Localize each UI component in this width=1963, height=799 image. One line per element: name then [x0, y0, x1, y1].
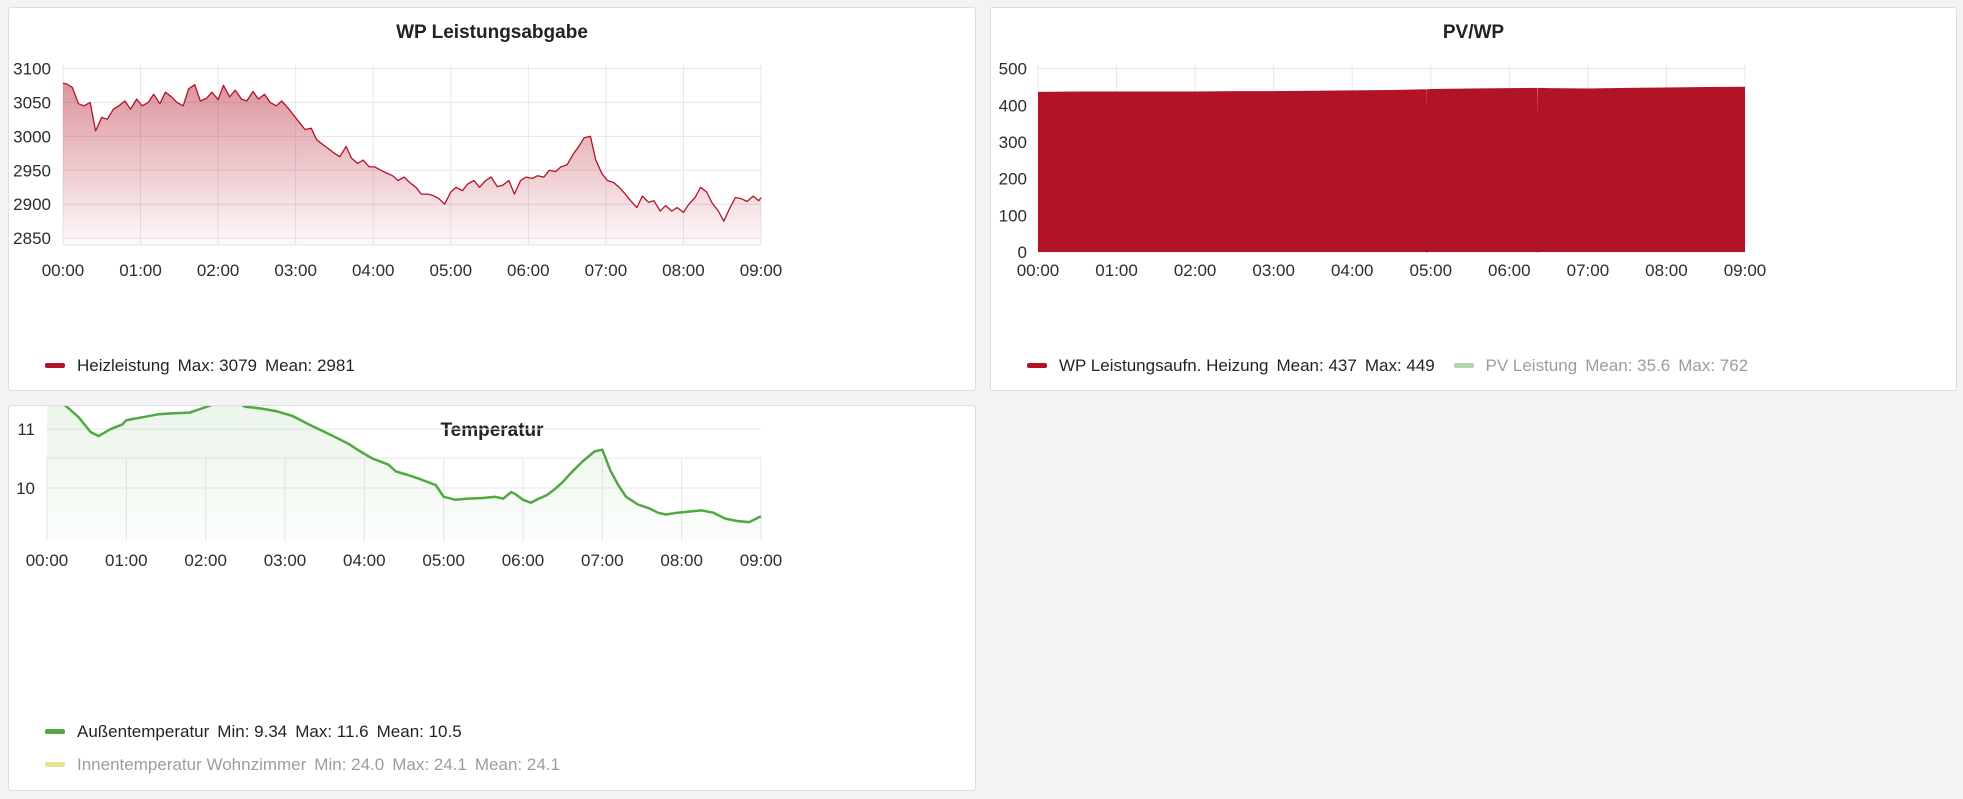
x-tick-label: 05:00: [1410, 261, 1453, 280]
legend-stat-max: Max: 24.1: [392, 755, 467, 774]
x-tick-label: 03:00: [274, 261, 317, 280]
series-line: [62, 82, 762, 222]
legend-stat-max: Max: 11.6: [295, 722, 369, 741]
x-tick-label: 06:00: [1488, 261, 1531, 280]
x-tick-label: 07:00: [585, 261, 628, 280]
panel-title[interactable]: Temperatur: [440, 420, 544, 441]
y-tick-label: 100: [999, 206, 1027, 225]
legend-item-heizleistung[interactable]: Heizleistung Max: 3079 Mean: 2981: [45, 356, 355, 376]
x-tick-label: 04:00: [1331, 261, 1374, 280]
legend-label: WP Leistungsaufn. Heizung: [1059, 356, 1269, 375]
x-tick-label: 05:00: [430, 261, 473, 280]
legend: Heizleistung Max: 3079 Mean: 2981: [45, 356, 369, 376]
x-tick-label: 04:00: [343, 551, 386, 570]
chart-pv-wp: 00:00 01:00 02:00 03:00 04:00 05:00 06:00 07:00…: [999, 60, 1767, 280]
legend-stat-max: Max: 762: [1678, 356, 1749, 375]
y-tick-label: 2950: [13, 161, 51, 180]
x-tick-label: 07:00: [581, 551, 624, 570]
x-tick-label: 08:00: [1645, 261, 1688, 280]
legend-item-aussentemperatur[interactable]: Außentemperatur Min: 9.34 Max: 11.6 Mean: 1…: [45, 722, 462, 742]
legend-stat-mean: Mean: 437: [1276, 356, 1357, 375]
y-tick-label: 10: [16, 479, 35, 498]
y-tick-label: 3050: [13, 93, 51, 112]
y-tick-label: 0: [1018, 243, 1027, 262]
x-tick-label: 09:00: [740, 261, 783, 280]
x-tick-label: 00:00: [1017, 261, 1060, 280]
x-tick-label: 03:00: [1252, 261, 1295, 280]
legend-stat-max: Max: 3079: [177, 356, 257, 375]
legend-swatch: [1027, 363, 1047, 369]
legend-row-2: Innentemperatur Wohnzimmer Min: 24.0 Max: …: [45, 755, 574, 775]
x-tick-label: 00:00: [26, 551, 69, 570]
series-area: [47, 406, 761, 541]
legend: WP Leistungsaufn. Heizung Mean: 437 Max: 4…: [1027, 356, 1762, 376]
y-tick-label: 3100: [13, 59, 51, 78]
series-line: [1037, 86, 1746, 253]
y-tick-label: 2900: [13, 195, 51, 214]
x-tick-label: 06:00: [502, 551, 545, 570]
x-tick-label: 02:00: [197, 261, 240, 280]
chart-heizleistung: 00:00 01:00 02:00 03:00 04:00 05:00 06:00 07:00…: [13, 59, 782, 280]
chart-temperatur: 00:00 01:00 02:00 03:00 04:00 05:00 06:00 07:00…: [16, 406, 782, 570]
y-tick-label: 3000: [13, 127, 51, 146]
legend: Außentemperatur Min: 9.34 Max: 11.6 Mean: 1…: [45, 722, 476, 742]
x-tick-label: 02:00: [1174, 261, 1217, 280]
legend-stat-min: Min: 9.34: [217, 722, 288, 741]
legend-label: PV Leistung: [1485, 356, 1578, 375]
legend-stat-min: Min: 24.0: [314, 755, 385, 774]
y-tick-label: 2850: [13, 229, 51, 248]
x-tick-label: 01:00: [1095, 261, 1138, 280]
x-tick-label: 05:00: [422, 551, 465, 570]
x-tick-label: 07:00: [1567, 261, 1610, 280]
y-tick-label: 400: [999, 96, 1027, 115]
x-tick-label: 09:00: [1724, 261, 1767, 280]
y-tick-label: 300: [999, 133, 1027, 152]
legend-swatch: [45, 729, 65, 735]
panel-title[interactable]: PV/WP: [1442, 22, 1505, 43]
legend-stat-mean: Mean: 24.1: [474, 755, 560, 774]
panel-temperatur: Temperatur 00:00 01:00 02:00 03:00 04:00 05:0…: [8, 405, 976, 791]
legend-swatch: [1453, 363, 1474, 369]
legend-item-innentemperatur[interactable]: Innentemperatur Wohnzimmer Min: 24.0 Max: …: [45, 755, 560, 775]
legend-item-pv-leistung[interactable]: PV Leistung Mean: 35.6 Max: 762: [1453, 356, 1749, 376]
x-tick-label: 09:00: [740, 551, 783, 570]
x-tick-label: 06:00: [507, 261, 550, 280]
legend-swatch: [45, 762, 65, 768]
panel-wp-leistungsabgabe: WP Leistungsabgabe 00:00 01:00 02:00 03:00 0…: [8, 7, 976, 391]
y-tick-label: 500: [999, 60, 1027, 79]
axis-labels: 00:00 01:00 02:00 03:00 04:00 05:00 06:00 07:00…: [999, 60, 1767, 280]
axis-labels: 00:00 01:00 02:00 03:00 04:00 05:00 06:00 07:00…: [16, 420, 782, 570]
axis-labels: 00:00 01:00 02:00 03:00 04:00 05:00 06:00 07:00…: [13, 59, 782, 280]
panel-title[interactable]: WP Leistungsabgabe: [396, 22, 588, 43]
legend-stat-mean: Mean: 10.5: [376, 722, 462, 741]
x-tick-label: 08:00: [662, 261, 705, 280]
legend-stat-mean: Mean: 35.6: [1585, 356, 1671, 375]
legend-item-wp-leistungsaufnahme[interactable]: WP Leistungsaufn. Heizung Mean: 437 Max: 4…: [1027, 356, 1435, 376]
series-area: [1038, 87, 1745, 253]
y-tick-label: 200: [999, 170, 1027, 189]
x-tick-label: 01:00: [105, 551, 148, 570]
panel-pv-wp: PV/WP 00:00 01:00 02:00 03:00 04:00 05:00 06:0…: [990, 7, 1957, 391]
x-tick-label: 01:00: [119, 261, 162, 280]
x-tick-label: 08:00: [660, 551, 703, 570]
y-tick-label: 11: [17, 420, 35, 439]
x-tick-label: 00:00: [42, 261, 85, 280]
x-tick-label: 04:00: [352, 261, 395, 280]
legend-label: Innentemperatur Wohnzimmer: [77, 755, 307, 774]
legend-label: Heizleistung: [77, 356, 170, 375]
series-line: [63, 406, 762, 524]
x-tick-label: 03:00: [264, 551, 307, 570]
legend-stat-mean: Mean: 2981: [265, 356, 355, 375]
legend-swatch: [45, 363, 65, 369]
legend-label: Außentemperatur: [77, 722, 210, 741]
legend-stat-max: Max: 449: [1364, 356, 1435, 375]
series-area: [63, 83, 761, 245]
x-tick-label: 02:00: [184, 551, 227, 570]
